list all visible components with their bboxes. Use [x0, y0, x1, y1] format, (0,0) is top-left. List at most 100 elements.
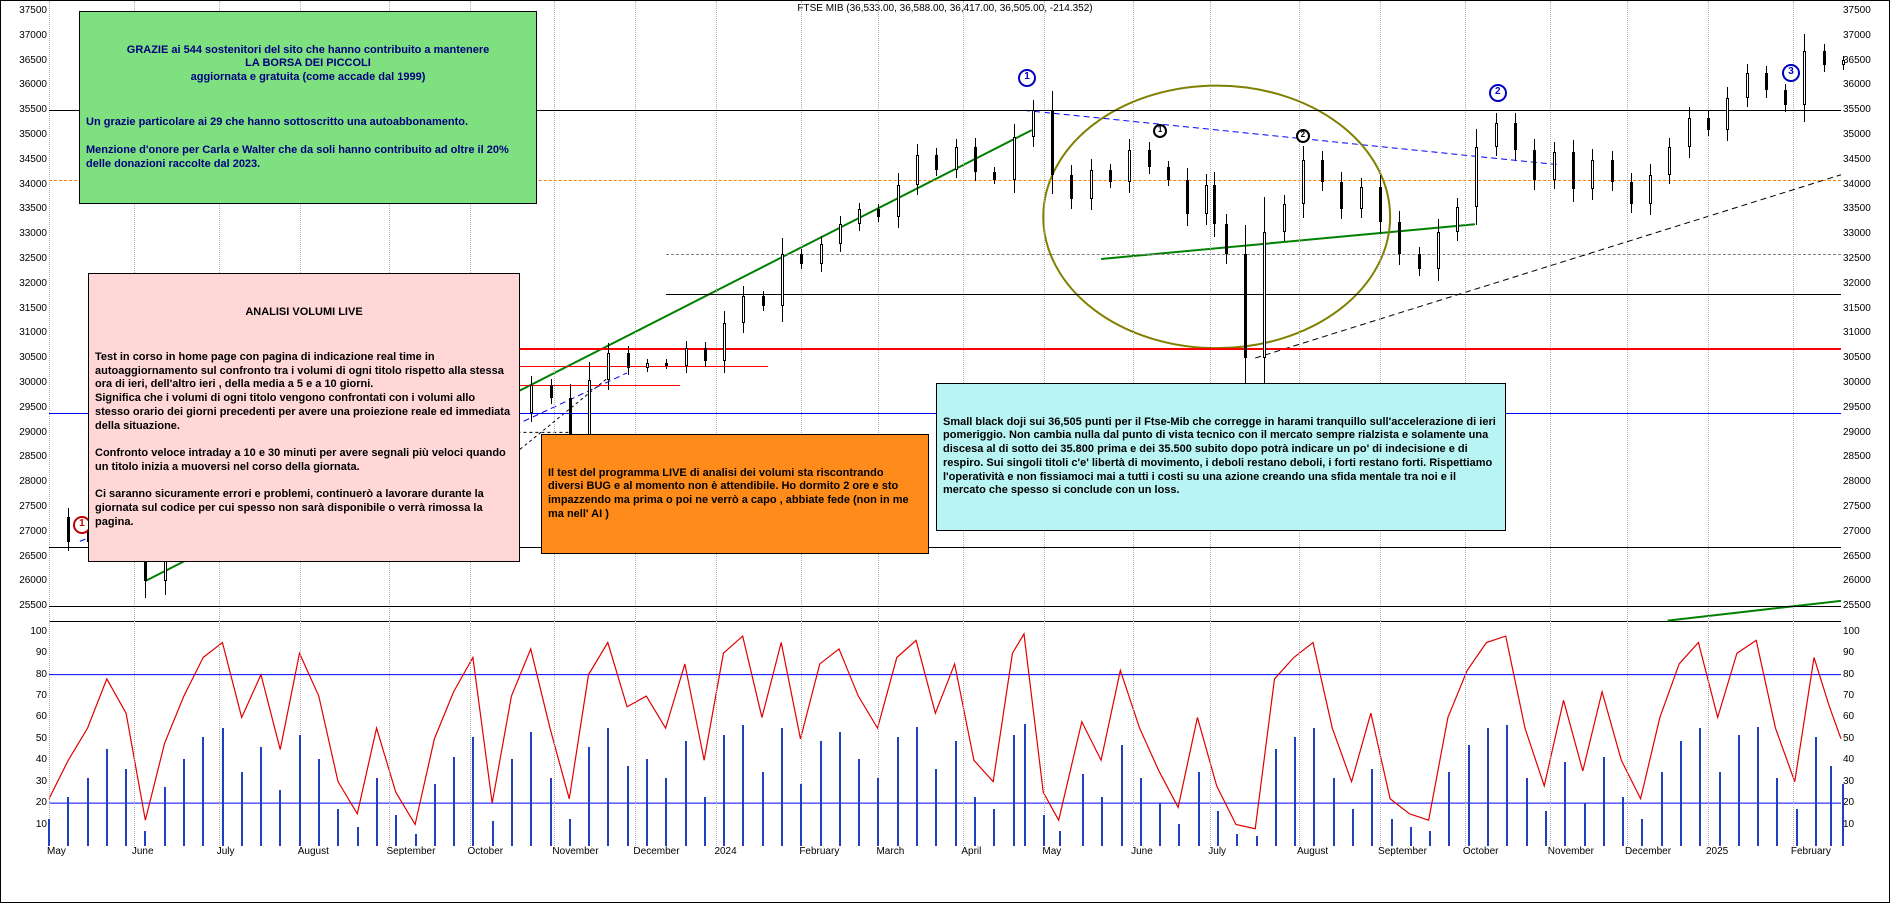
price-tick-label: 37500 [1841, 6, 1889, 16]
volume-bar [1815, 737, 1817, 846]
candle-body [1379, 187, 1382, 222]
x-tick-label: October [1463, 846, 1499, 857]
volume-bar [569, 819, 571, 846]
candle-body [704, 348, 707, 360]
volume-bar [1796, 809, 1798, 846]
candle-body [993, 172, 996, 179]
volume-bar [48, 819, 50, 846]
price-tick-label: 25500 [1841, 601, 1889, 611]
candle-body [781, 254, 784, 306]
candle-body [1244, 254, 1247, 358]
volume-bar [1584, 803, 1586, 846]
volume-bar [955, 741, 957, 846]
price-tick-label: 29000 [1, 428, 49, 438]
candle-body [1418, 254, 1421, 269]
volume-bar [897, 737, 899, 846]
x-tick-label: June [1131, 846, 1153, 857]
candle-body [1090, 170, 1093, 200]
volume-bar [916, 727, 918, 846]
candle-body [1437, 232, 1440, 269]
volume-bar [1391, 819, 1393, 846]
price-tick-label: 36500 [1, 56, 49, 66]
candle-body [1398, 222, 1401, 254]
candle-body [1321, 160, 1324, 182]
x-tick-label: March [876, 846, 904, 857]
volume-bar [1641, 819, 1643, 846]
volume-bar [1757, 727, 1759, 846]
price-tick-label: 37500 [1, 6, 49, 16]
price-tick-label: 26000 [1, 576, 49, 586]
volumes-analysis-title: ANALISI VOLUMI LIVE [95, 306, 513, 320]
month-gridline [554, 621, 555, 846]
x-tick-label: April [961, 846, 981, 857]
candle-body [1213, 185, 1216, 225]
volume-bar [67, 797, 69, 847]
x-tick-label: November [552, 846, 598, 857]
month-gridline [1708, 621, 1709, 846]
price-tick-label: 33000 [1841, 229, 1889, 239]
price-hline [504, 366, 768, 367]
volume-bar [299, 735, 301, 846]
volume-bar [1661, 772, 1663, 846]
candle-body [1109, 170, 1112, 182]
candle-body [530, 385, 533, 412]
candle-body [1514, 123, 1517, 150]
volume-bar [1313, 728, 1315, 846]
volume-bar [781, 728, 783, 846]
candle-body [1360, 187, 1363, 209]
trendline [1668, 601, 1841, 621]
month-gridline [1793, 621, 1794, 846]
volume-bar [222, 728, 224, 846]
price-tick-label: 36000 [1841, 80, 1889, 90]
volume-bar [1526, 778, 1528, 846]
x-tick-label: June [132, 846, 154, 857]
candle-body [1013, 137, 1016, 179]
x-tick-label: August [1297, 846, 1328, 857]
price-tick-label: 33000 [1, 229, 49, 239]
candle-body [742, 296, 745, 323]
market-commentary-box: Small black doji sui 36,505 punti per il… [936, 383, 1506, 531]
osc-tick-label: 20 [1, 798, 49, 808]
candle-body [1225, 224, 1228, 254]
price-tick-label: 35500 [1841, 105, 1889, 115]
volume-bar [1178, 824, 1180, 846]
candle-body [1784, 90, 1787, 105]
x-tick-label: July [217, 846, 235, 857]
volume-bar [550, 778, 552, 846]
oscillator-panel[interactable] [49, 621, 1841, 846]
candle-body [1803, 51, 1806, 106]
month-gridline [219, 621, 220, 846]
candle-body [646, 363, 649, 368]
month-gridline [635, 621, 636, 846]
price-tick-label: 36000 [1, 80, 49, 90]
price-tick-label: 25500 [1, 601, 49, 611]
thanks-box: GRAZIE ai 544 sostenitori del sito che h… [79, 11, 537, 204]
candle-body [1823, 51, 1826, 66]
osc-tick-label: 80 [1, 670, 49, 680]
price-tick-label: 30500 [1, 353, 49, 363]
osc-tick-label: 10 [1841, 820, 1889, 830]
price-tick-label: 26000 [1841, 576, 1889, 586]
month-gridline [716, 621, 717, 846]
volume-bar [1140, 778, 1142, 846]
bug-warning-body: Il test del programma LIVE di analisi de… [548, 467, 922, 522]
candle-body [1456, 207, 1459, 232]
volume-bar [1294, 737, 1296, 846]
price-tick-label: 32500 [1841, 254, 1889, 264]
volume-bar [974, 797, 976, 847]
volume-bar [1043, 815, 1045, 846]
month-gridline [1465, 621, 1466, 846]
price-tick-label: 27500 [1841, 502, 1889, 512]
price-tick-label: 36500 [1841, 56, 1889, 66]
price-tick-label: 35000 [1, 130, 49, 140]
price-tick-label: 26500 [1841, 552, 1889, 562]
osc-tick-label: 90 [1841, 648, 1889, 658]
candle-body [1167, 167, 1170, 179]
month-gridline [1044, 621, 1045, 846]
x-tick-label: 2024 [714, 846, 736, 857]
volume-bar [588, 747, 590, 846]
volumes-analysis-body: Test in corso in home page con pagina di… [95, 351, 513, 530]
ellipse-annotation [1043, 86, 1390, 349]
price-tick-label: 30500 [1841, 353, 1889, 363]
candle-body [1726, 98, 1729, 130]
